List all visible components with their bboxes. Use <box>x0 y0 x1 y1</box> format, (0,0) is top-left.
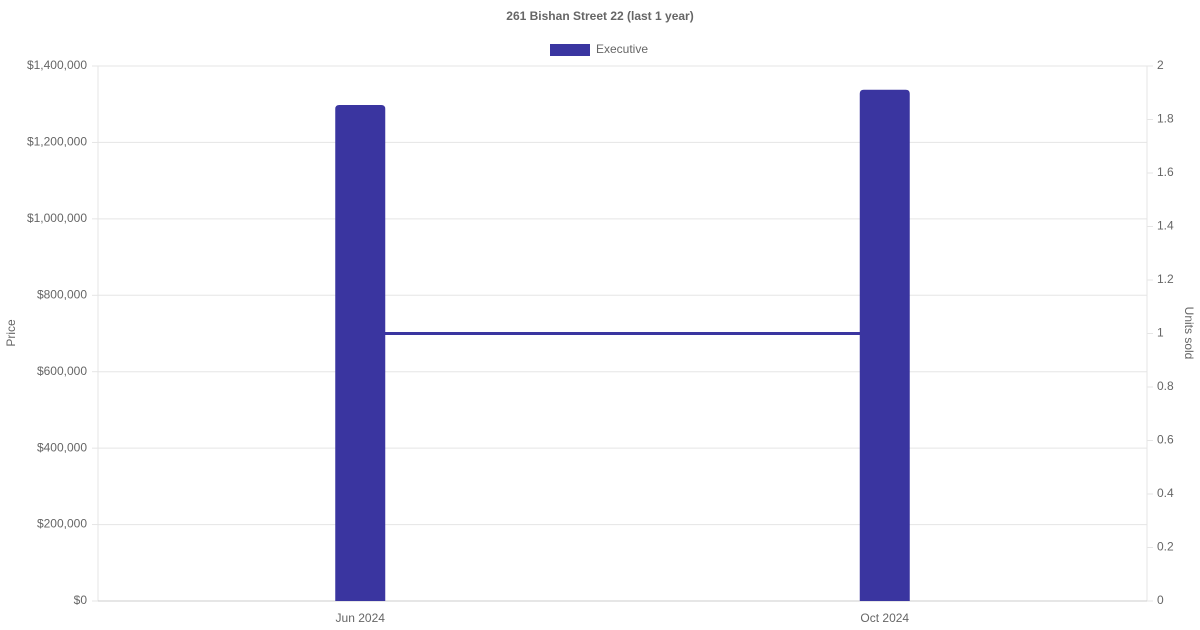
legend-label: Executive <box>596 42 648 56</box>
y-tick-label: $1,200,000 <box>27 135 87 149</box>
y2-tick-label: 0 <box>1157 593 1164 607</box>
x-tick-label: Jun 2024 <box>336 611 386 625</box>
y-tick-label: $0 <box>74 593 88 607</box>
y-tick-label: $1,400,000 <box>27 58 87 72</box>
chart-title: 261 Bishan Street 22 (last 1 year) <box>506 9 693 23</box>
y-tick-label: $1,000,000 <box>27 211 87 225</box>
y-tick-label: $200,000 <box>37 517 87 531</box>
y2-tick-label: 1.6 <box>1157 165 1174 179</box>
y2-tick-label: 0.8 <box>1157 379 1174 393</box>
y-tick-label: $800,000 <box>37 287 87 301</box>
y2-tick-label: 1.2 <box>1157 272 1174 286</box>
y2-tick-label: 0.4 <box>1157 486 1174 500</box>
bar <box>859 89 910 601</box>
y2-axis-label: Units sold <box>1182 307 1196 360</box>
y2-tick-label: 1 <box>1157 326 1164 340</box>
y2-tick-label: 2 <box>1157 58 1164 72</box>
legend-swatch <box>550 44 590 56</box>
y-tick-label: $400,000 <box>37 440 87 454</box>
y2-tick-label: 1.8 <box>1157 112 1174 126</box>
bar <box>335 104 386 601</box>
y-axis-label: Price <box>4 319 18 347</box>
y2-tick-label: 0.6 <box>1157 433 1174 447</box>
y2-tick-label: 0.2 <box>1157 540 1174 554</box>
y-tick-label: $600,000 <box>37 364 87 378</box>
x-tick-label: Oct 2024 <box>860 611 909 625</box>
y2-tick-label: 1.4 <box>1157 219 1174 233</box>
